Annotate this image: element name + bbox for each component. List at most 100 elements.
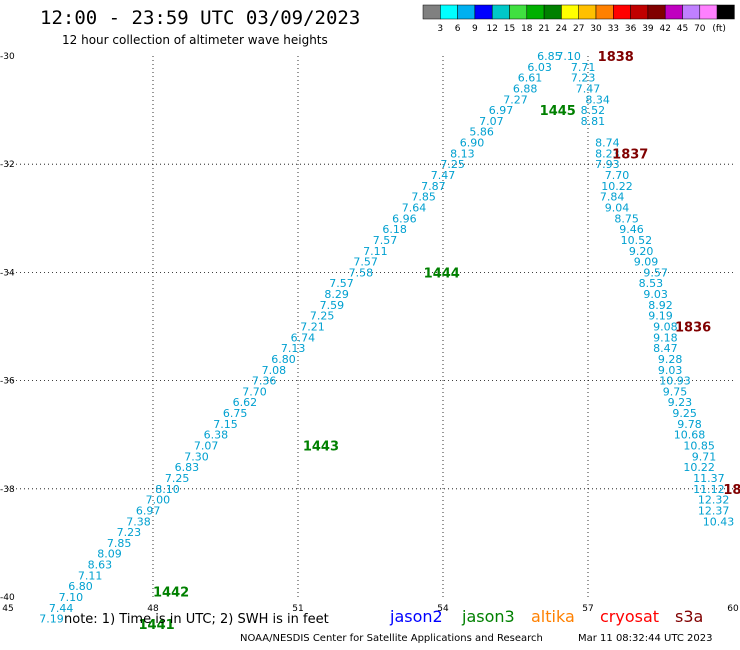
- legend-cryosat: cryosat: [600, 607, 660, 626]
- legend-label: 3: [437, 24, 443, 34]
- swh-value-label: 6.74: [291, 331, 316, 344]
- swh-value-label: 9.57: [643, 266, 668, 279]
- pass-time-label: 1445: [540, 104, 576, 119]
- swh-value-label: 7.11: [78, 569, 103, 582]
- y-tick-label: -34: [0, 268, 15, 278]
- swh-value-label: 8.92: [648, 299, 673, 312]
- swh-value-label: 9.03: [658, 364, 683, 377]
- swh-value-label: 7.27: [503, 93, 528, 106]
- legend-label: 24: [556, 24, 568, 34]
- legend-label: 45: [677, 24, 688, 34]
- footer-timestamp: Mar 11 08:32:44 UTC 2023: [578, 633, 713, 644]
- swh-value-label: 7.30: [184, 450, 209, 463]
- swh-value-label: 10.52: [621, 234, 653, 247]
- legend-label: 70: [694, 24, 706, 34]
- swh-value-label: 6.85: [537, 50, 562, 63]
- swh-value-label: 9.25: [672, 407, 697, 420]
- swh-value-label: 6.75: [223, 407, 248, 420]
- swh-value-label: 7.15: [213, 418, 238, 431]
- swh-value-label: 7.25: [165, 472, 190, 485]
- swh-value-label: 9.04: [605, 201, 630, 214]
- legend-label: 15: [504, 24, 515, 34]
- swh-value-label: 7.07: [194, 440, 219, 453]
- swh-value-label: 6.80: [68, 580, 93, 593]
- swh-value-label: 8.34: [585, 93, 610, 106]
- swh-value-label: 8.52: [581, 104, 606, 117]
- y-tick-label: -40: [0, 593, 15, 603]
- swh-value-label: 8.23: [595, 147, 620, 160]
- swh-value-label: 10.93: [659, 375, 691, 388]
- swh-value-label: 7.11: [363, 245, 388, 258]
- swh-value-label: 7.70: [605, 169, 630, 182]
- swh-value-label: 12.37: [698, 504, 730, 517]
- swh-value-label: 7.93: [595, 158, 620, 171]
- swh-value-label: 7.85: [107, 537, 132, 550]
- swh-value-label: 7.10: [59, 591, 84, 604]
- swh-value-label: 7.19: [39, 613, 64, 626]
- legend-label: 27: [573, 24, 584, 34]
- swh-value-label: 7.58: [349, 266, 374, 279]
- swh-value-label: 9.46: [619, 223, 644, 236]
- legend-swatch: [716, 4, 735, 20]
- swh-value-label: 7.13: [281, 342, 306, 355]
- swh-value-label: 7.57: [373, 234, 398, 247]
- swh-value-label: 10.85: [683, 440, 715, 453]
- swh-value-label: 8.09: [97, 548, 122, 561]
- y-tick-label: -36: [0, 377, 15, 387]
- legend-label: 36: [625, 24, 637, 34]
- swh-value-label: 8.53: [639, 277, 664, 290]
- pass-time-label: 1443: [303, 440, 339, 455]
- y-tick-label: -32: [0, 160, 15, 170]
- legend-label: 18: [521, 24, 533, 34]
- swh-value-label: 10.22: [683, 461, 715, 474]
- swh-value-label: 7.38: [126, 515, 151, 528]
- swh-value-label: 6.80: [271, 353, 296, 366]
- swh-value-label: 7.23: [117, 526, 142, 539]
- swh-value-label: 9.20: [629, 245, 654, 258]
- swh-value-label: 8.81: [581, 115, 606, 128]
- swh-value-label: 11.12: [693, 483, 725, 496]
- swh-value-label: 8.10: [155, 483, 180, 496]
- x-tick-label: 54: [437, 604, 449, 614]
- color-legend: 3 6 9 12 15 18 21 24 27 30 33 36 39 42 45 70 (ft): [422, 4, 735, 34]
- swh-value-label: 6.83: [175, 461, 200, 474]
- swh-value-label: 6.03: [527, 61, 552, 74]
- page-subtitle: 12 hour collection of altimeter wave hei…: [62, 33, 328, 47]
- pass-time-label: 1837: [612, 147, 648, 162]
- legend-s3a: s3a: [675, 607, 704, 626]
- swh-value-label: 9.18: [653, 331, 678, 344]
- swh-value-label: 7.71: [571, 61, 596, 74]
- swh-value-label: 8.47: [653, 342, 678, 355]
- swh-value-label: 6.62: [233, 396, 258, 409]
- swh-value-label: 6.18: [382, 223, 407, 236]
- pass-time-label: 1835: [723, 483, 740, 498]
- legend-label: 33: [608, 24, 619, 34]
- swh-value-label: 7.25: [310, 310, 335, 323]
- note-text: note: 1) Time is in UTC; 2) SWH is in fe…: [64, 612, 329, 627]
- swh-value-label: 7.85: [411, 191, 436, 204]
- swh-value-label: 8.74: [595, 137, 620, 150]
- swh-value-label: 7.59: [320, 299, 345, 312]
- swh-value-label: 9.75: [663, 385, 688, 398]
- legend-label: 21: [538, 24, 549, 34]
- legend-label: 12: [486, 24, 497, 34]
- swh-value-label: 6.61: [518, 72, 543, 85]
- swh-value-label: 7.47: [431, 169, 456, 182]
- swh-value-label: 7.87: [421, 180, 446, 193]
- swh-value-label: 6.38: [204, 429, 229, 442]
- pass-time-label: 1836: [675, 321, 711, 336]
- swh-value-label: 7.10: [556, 50, 581, 63]
- legend-label: 9: [472, 24, 478, 34]
- swh-value-label: 6.97: [136, 504, 161, 517]
- swh-value-label: 9.03: [643, 288, 668, 301]
- swh-value-label: 9.08: [653, 321, 678, 334]
- legend-label: 30: [590, 24, 602, 34]
- swh-value-label: 10.22: [601, 180, 633, 193]
- pass-time-label: 1442: [153, 586, 189, 601]
- swh-value-label: 10.68: [674, 429, 706, 442]
- x-tick-label: 48: [147, 604, 159, 614]
- footer-credit: NOAA/NESDIS Center for Satellite Applica…: [240, 633, 543, 644]
- x-tick-label: 60: [727, 604, 739, 614]
- swh-value-label: 7.57: [329, 277, 354, 290]
